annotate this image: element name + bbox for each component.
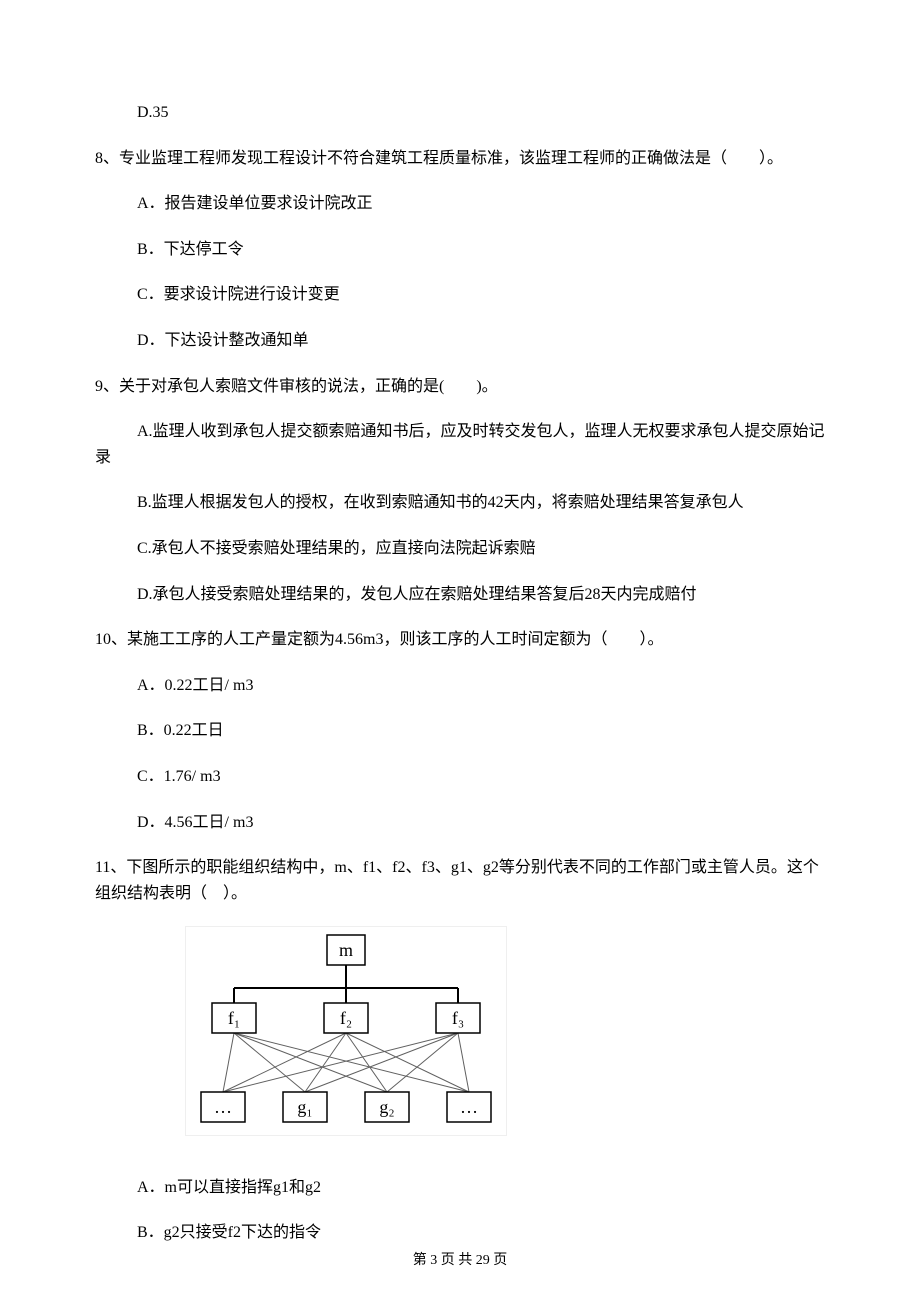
svg-text:m: m	[339, 940, 353, 960]
svg-text:…: …	[460, 1097, 478, 1117]
q10-stem: 10、某施工工序的人工产量定额为4.56m3，则该工序的人工时间定额为（ ）。	[95, 627, 825, 653]
svg-text:g₁: g₁	[297, 1097, 312, 1117]
svg-text:g₂: g₂	[379, 1097, 394, 1117]
svg-text:f₁: f₁	[228, 1008, 240, 1028]
q11-option-a: A．m可以直接指挥g1和g2	[137, 1175, 825, 1201]
q8-option-b: B．下达停工令	[137, 237, 825, 263]
q8-option-d: D．下达设计整改通知单	[137, 328, 825, 354]
q11-stem: 11、下图所示的职能组织结构中，m、f1、f2、f3、g1、g2等分别代表不同的…	[95, 855, 825, 906]
q9-option-a: A.监理人收到承包人提交额索赔通知书后，应及时转交发包人，监理人无权要求承包人提…	[95, 419, 825, 470]
q9-option-c: C.承包人不接受索赔处理结果的，应直接向法院起诉索赔	[137, 536, 825, 562]
org-chart-svg: m f₁ f₂ f₃ … g₁ g₂ …	[185, 926, 507, 1136]
q11-option-b: B．g2只接受f2下达的指令	[137, 1220, 825, 1246]
org-chart: m f₁ f₂ f₃ … g₁ g₂ …	[185, 926, 825, 1145]
svg-text:f₃: f₃	[452, 1008, 464, 1028]
q9-option-d: D.承包人接受索赔处理结果的，发包人应在索赔处理结果答复后28天内完成赔付	[137, 582, 825, 608]
q10-option-c: C．1.76/ m3	[137, 764, 825, 790]
q10-option-a: A．0.22工日/ m3	[137, 673, 825, 699]
q8-option-c: C．要求设计院进行设计变更	[137, 282, 825, 308]
q10-option-d: D．4.56工日/ m3	[137, 810, 825, 836]
q7-option-d: D.35	[137, 100, 825, 126]
q9-option-b: B.监理人根据发包人的授权，在收到索赔通知书的42天内，将索赔处理结果答复承包人	[137, 490, 825, 516]
svg-text:…: …	[214, 1097, 232, 1117]
svg-text:f₂: f₂	[340, 1008, 352, 1028]
page-footer: 第 3 页 共 29 页	[0, 1250, 920, 1272]
q10-option-b: B．0.22工日	[137, 718, 825, 744]
q9-stem: 9、关于对承包人索赔文件审核的说法，正确的是( )。	[95, 374, 825, 400]
q8-stem: 8、专业监理工程师发现工程设计不符合建筑工程质量标准，该监理工程师的正确做法是（…	[95, 146, 825, 172]
q8-option-a: A．报告建设单位要求设计院改正	[137, 191, 825, 217]
